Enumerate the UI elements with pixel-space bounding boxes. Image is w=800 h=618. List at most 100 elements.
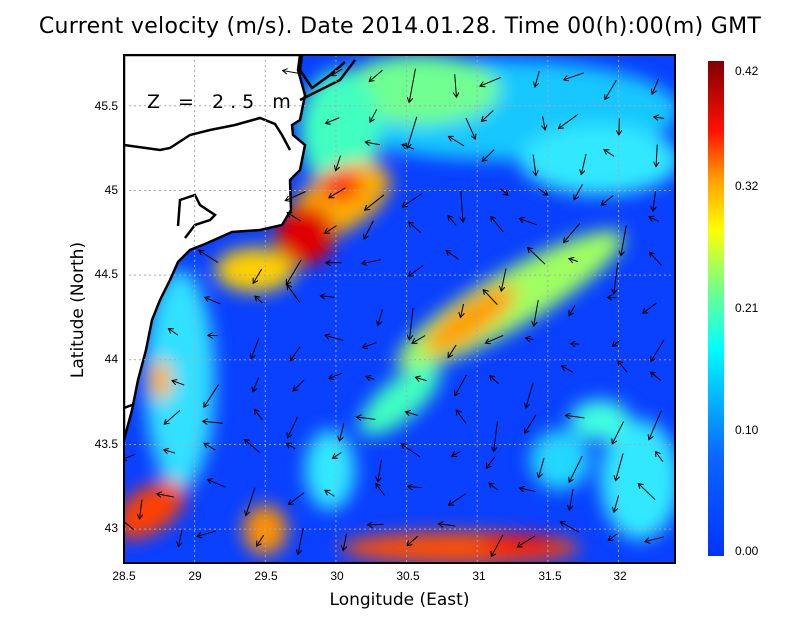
x-axis-label: Longitude (East)	[329, 590, 470, 610]
velocity-arrow	[605, 80, 617, 99]
land-area	[124, 55, 307, 441]
x-tick: 31	[472, 569, 486, 583]
velocity-arrow	[618, 361, 628, 373]
velocity-arrow	[290, 346, 301, 360]
colorbar-tick: 0.10	[735, 423, 759, 437]
velocity-arrow	[124, 518, 135, 531]
velocity-arrow	[601, 195, 614, 205]
velocity-arrow	[456, 410, 467, 424]
velocity-arrow	[409, 68, 416, 103]
velocity-arrow	[365, 194, 385, 210]
x-tick: 30	[330, 569, 344, 583]
velocity-arrow	[526, 338, 535, 339]
y-axis-label: Latitude (North)	[68, 241, 88, 379]
velocity-arrow	[246, 487, 256, 516]
y-tick: 45.5	[95, 99, 119, 113]
velocity-arrow	[614, 495, 620, 512]
velocity-arrow	[483, 290, 498, 305]
velocity-arrow	[619, 118, 620, 135]
velocity-arrow	[643, 302, 657, 313]
velocity-arrow	[558, 113, 579, 128]
velocity-arrow	[254, 409, 263, 421]
velocity-arrow	[656, 144, 657, 166]
velocity-arrow	[408, 264, 424, 276]
velocity-arrow	[455, 375, 467, 395]
velocity-arrow	[286, 443, 296, 450]
velocity-arrow	[402, 145, 415, 150]
velocity-arrow	[412, 335, 426, 343]
y-tick: 44.5	[95, 267, 119, 281]
velocity-arrow	[164, 450, 176, 453]
velocity-arrow	[415, 377, 427, 380]
y-tick: 43	[105, 521, 119, 535]
velocity-arrow	[534, 300, 539, 326]
velocity-arrow	[486, 456, 496, 468]
velocity-arrow	[320, 296, 335, 297]
y-tick: 44	[105, 352, 119, 366]
colorbar-ticks: 0.42 0.32 0.21 0.10 0.00	[735, 64, 759, 558]
colorbar-tick: 0.32	[735, 179, 759, 193]
velocity-arrow	[638, 484, 656, 500]
velocity-arrow	[370, 109, 378, 122]
velocity-arrow	[286, 259, 302, 285]
velocity-arrow	[204, 443, 216, 451]
velocity-arrow	[407, 535, 419, 546]
velocity-arrow	[357, 417, 376, 419]
x-tick: 32	[613, 569, 627, 583]
velocity-arrow	[288, 492, 305, 505]
velocity-arrow	[204, 384, 219, 408]
velocity-arrow	[287, 213, 302, 222]
velocity-arrow	[485, 334, 504, 343]
x-tick: 29	[188, 569, 202, 583]
velocity-arrow	[614, 262, 619, 294]
velocity-arrow	[569, 455, 583, 482]
velocity-arrow	[528, 248, 546, 265]
grid-lines	[123, 55, 675, 563]
velocity-arrow	[563, 222, 581, 242]
velocity-arrow	[526, 382, 534, 408]
velocity-arrow	[325, 490, 335, 497]
velocity-arrow	[480, 76, 501, 86]
velocity-arrow	[652, 78, 660, 94]
velocity-arrow	[253, 377, 260, 392]
velocity-arrow	[537, 188, 548, 196]
velocity-arrow	[653, 191, 656, 211]
velocity-arrow	[651, 339, 665, 361]
velocity-arrow	[448, 136, 465, 147]
velocity-arrow	[615, 453, 624, 481]
velocity-arrow	[654, 117, 665, 119]
velocity-arrow	[253, 268, 263, 283]
velocity-arrow	[164, 410, 181, 424]
velocity-arrow	[543, 116, 545, 130]
velocity-arrow	[325, 225, 337, 234]
velocity-arrow	[205, 297, 221, 305]
velocity-arrow	[255, 296, 263, 304]
velocity-arrow	[535, 71, 540, 87]
velocity-arrow	[124, 454, 135, 460]
velocity-arrow	[369, 69, 383, 81]
velocity-arrow	[376, 484, 385, 496]
velocity-arrow	[329, 187, 346, 198]
velocity-arrow	[519, 488, 536, 493]
velocity-arrow	[655, 451, 664, 463]
velocity-arrow	[325, 335, 344, 341]
velocity-arrow	[581, 153, 587, 174]
velocity-arrow	[517, 535, 536, 547]
velocity-arrow	[481, 110, 494, 122]
velocity-arrow	[364, 220, 374, 239]
velocity-arrow	[482, 149, 495, 162]
velocity-arrow	[378, 459, 382, 482]
velocity-arrow	[339, 423, 345, 442]
velocity-arrow	[378, 309, 383, 325]
velocity-arrow	[491, 217, 504, 233]
velocity-arrow	[208, 479, 227, 488]
velocity-arrow	[455, 74, 457, 97]
velocity-arrow	[569, 259, 578, 262]
velocity-arrow	[362, 342, 377, 348]
velocity-arrow	[446, 250, 459, 260]
velocity-arrow	[649, 410, 662, 440]
velocity-arrow	[293, 379, 305, 391]
chart-title: Current velocity (m/s). Date 2014.01.28.…	[38, 14, 762, 39]
velocity-arrow	[612, 421, 624, 444]
velocity-arrow	[465, 117, 475, 139]
